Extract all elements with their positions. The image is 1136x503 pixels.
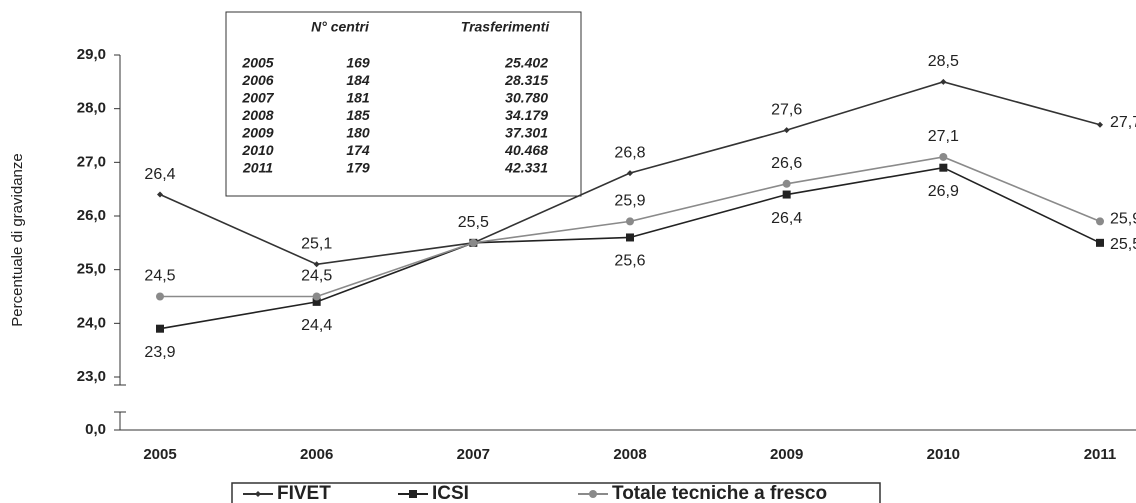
data-label: 25,9 <box>614 193 645 210</box>
data-label: 26,9 <box>928 183 959 200</box>
table-cell: 2009 <box>241 125 273 141</box>
data-label: 28,5 <box>928 53 959 70</box>
inset-table <box>225 11 582 197</box>
data-point <box>469 238 478 247</box>
table-cell: 2010 <box>241 142 273 158</box>
table-cell: 185 <box>346 107 370 123</box>
data-point <box>157 191 163 198</box>
x-tick-label: 2011 <box>1084 446 1117 463</box>
table-cell: 2008 <box>241 107 273 123</box>
y-tick-label: 23,0 <box>77 368 106 385</box>
data-point <box>312 297 321 306</box>
table-cell: 37.301 <box>505 125 548 141</box>
data-point <box>312 292 321 301</box>
table-cell: 184 <box>346 72 370 88</box>
table-cell: 181 <box>346 90 370 106</box>
data-label: 25,6 <box>614 253 645 270</box>
data-label: 26,4 <box>771 210 802 227</box>
x-tick-label: 2007 <box>457 446 490 463</box>
table-header: N° centri <box>311 19 370 35</box>
y-tick-label: 29,0 <box>77 46 106 63</box>
table-cell: 174 <box>346 142 370 158</box>
data-label: 24,4 <box>301 317 332 334</box>
table-cell: 2007 <box>241 90 274 106</box>
table-cell: 169 <box>346 55 370 71</box>
x-tick-label: 2006 <box>300 446 333 463</box>
data-label: 23,9 <box>144 344 175 361</box>
y-tick-label: 24,0 <box>77 314 106 331</box>
data-point <box>156 324 164 333</box>
data-point <box>939 152 948 161</box>
x-tick-label: 2010 <box>927 446 960 463</box>
data-label: 26,4 <box>144 166 175 183</box>
table-cell: 179 <box>346 160 370 176</box>
data-point <box>783 127 790 134</box>
data-point <box>313 261 320 268</box>
y-axis-label: Percentuale di gravidanze <box>9 153 26 326</box>
x-tick-label: 2008 <box>613 446 646 463</box>
data-label: 27,1 <box>928 128 959 145</box>
data-label: 24,5 <box>301 268 332 285</box>
data-point <box>1097 121 1103 128</box>
legend-marker <box>409 490 417 498</box>
y-tick-label: 25,0 <box>77 261 106 278</box>
table-cell: 34.179 <box>505 107 548 123</box>
data-point <box>156 292 164 301</box>
table-cell: 40.468 <box>504 142 548 158</box>
data-point <box>627 170 633 177</box>
x-tick-label: 2009 <box>770 446 803 463</box>
y-tick-label: 27,0 <box>77 153 106 170</box>
data-label: 26,8 <box>614 144 645 161</box>
data-point <box>940 78 947 85</box>
legend-marker <box>255 491 261 497</box>
data-point <box>626 233 634 242</box>
table-cell: 2005 <box>241 55 273 71</box>
table-cell: 30.780 <box>505 90 548 106</box>
table-cell: 42.331 <box>504 160 548 176</box>
data-label: 26,6 <box>771 155 802 172</box>
data-label: 25,9 <box>1110 211 1136 228</box>
data-label: 27,7 <box>1110 114 1136 131</box>
table-cell: 180 <box>346 125 370 141</box>
y-tick-label: 0,0 <box>85 421 106 438</box>
table-cell: 28.315 <box>504 72 548 88</box>
y-tick-label: 26,0 <box>77 207 106 224</box>
data-label: 24,5 <box>144 268 175 285</box>
data-point <box>782 179 791 188</box>
legend-marker <box>589 490 597 498</box>
data-label: 25,5 <box>458 214 489 231</box>
y-tick-label: 28,0 <box>77 100 106 117</box>
legend-label: Totale tecniche a fresco <box>612 483 827 503</box>
legend-label: FIVET <box>277 483 331 503</box>
data-point <box>782 190 791 199</box>
legend-label: ICSI <box>432 483 469 503</box>
table-cell: 2011 <box>242 160 273 176</box>
x-tick-label: 2005 <box>143 446 176 463</box>
table-cell: 25.402 <box>504 55 548 71</box>
data-label: 25,1 <box>301 236 332 253</box>
table-header: Trasferimenti <box>461 19 551 35</box>
data-label: 27,6 <box>771 101 802 118</box>
data-point <box>1096 217 1104 226</box>
data-point <box>1096 238 1104 247</box>
data-label: 25,5 <box>1110 236 1136 253</box>
legend <box>231 482 881 503</box>
data-point <box>626 217 634 226</box>
table-cell: 2006 <box>241 72 273 88</box>
data-point <box>939 163 948 172</box>
